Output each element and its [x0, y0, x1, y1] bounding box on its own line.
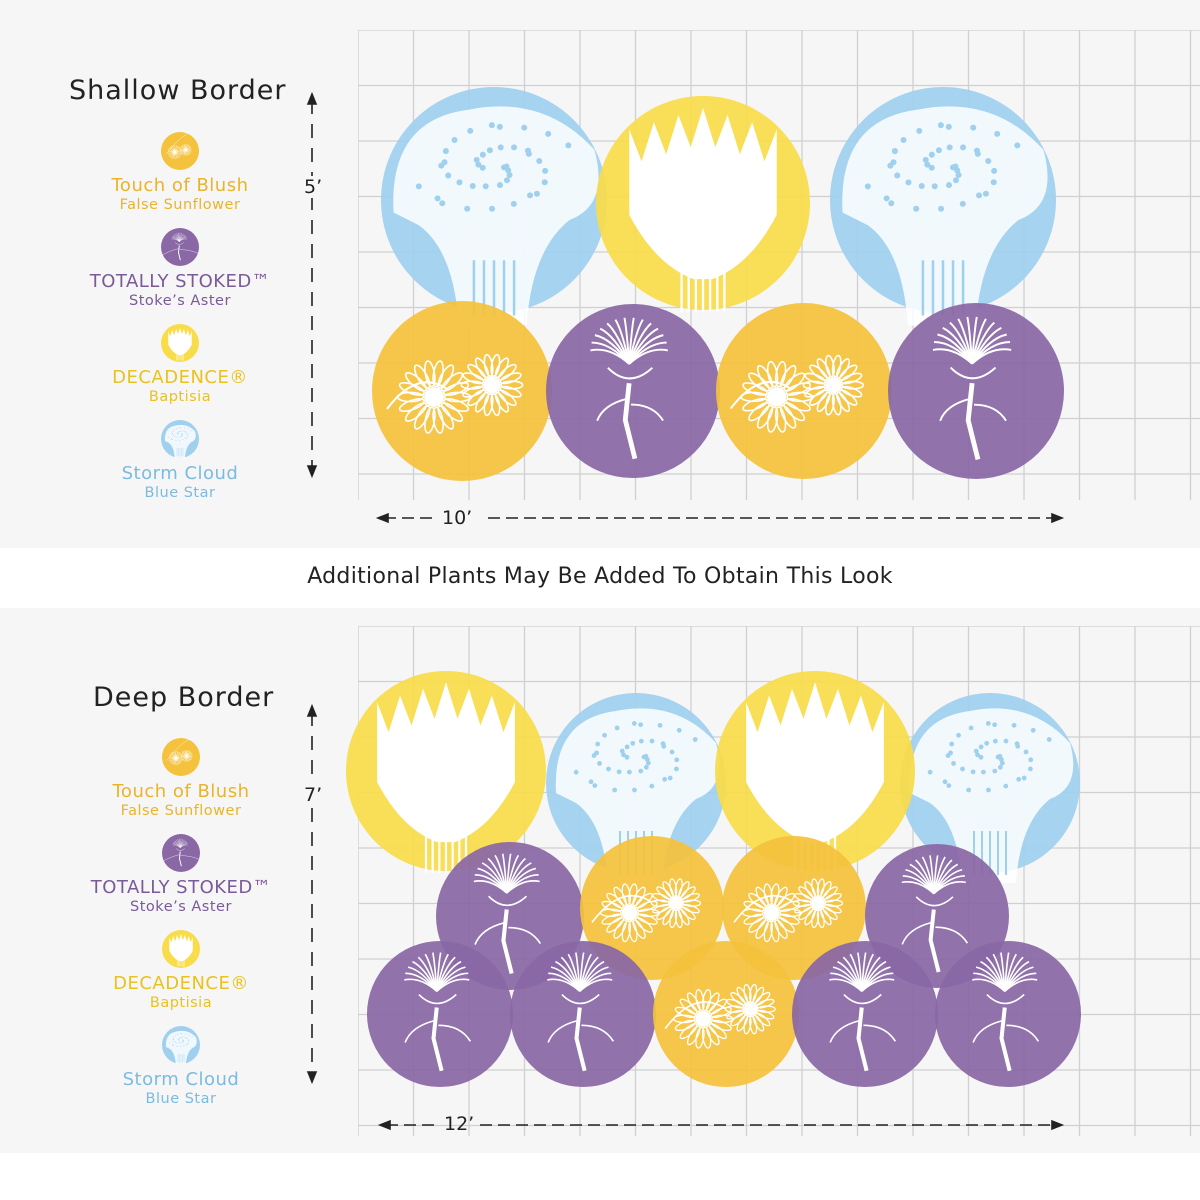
- shallow-width-label: 10’: [442, 507, 473, 529]
- additional-plants-note: Additional Plants May Be Added To Obtain…: [307, 564, 893, 589]
- aster-plant: [935, 941, 1081, 1087]
- legend-plant-name: DECADENCE®: [112, 367, 248, 388]
- legend-plant-type: Blue Star: [144, 485, 216, 501]
- aster-plant: [546, 304, 720, 478]
- bluestar-icon: [161, 420, 199, 458]
- sunflower-icon: [161, 132, 199, 170]
- shallow-legend-item: Touch of Blush False Sunflower: [70, 132, 290, 214]
- aster-plant: [510, 941, 656, 1087]
- shallow-border-title: Shallow Border: [69, 75, 287, 106]
- legend-plant-type: False Sunflower: [120, 803, 242, 819]
- baptisia-plant: [596, 96, 810, 313]
- sunflower-plant: [722, 836, 866, 980]
- shallow-width-dimension: [375, 512, 1065, 524]
- legend-plant-name: Touch of Blush: [111, 175, 249, 196]
- deep-legend-item: Storm Cloud Blue Star: [71, 1026, 291, 1108]
- legend-plant-type: Baptisia: [148, 389, 212, 405]
- deep-legend-item: DECADENCE® Baptisia: [71, 930, 291, 1012]
- deep-border-panel: Deep Border 7’ 12’ Touch of Blush False S…: [0, 608, 1200, 1153]
- shallow-planting-plan: [306, 87, 1065, 524]
- shallow-legend: Touch of Blush False Sunflower TOTALLY STO…: [70, 132, 290, 516]
- aster-plant: [367, 941, 513, 1087]
- legend-plant-name: Storm Cloud: [121, 463, 239, 484]
- shallow-legend-item: DECADENCE® Baptisia: [70, 324, 290, 406]
- deep-planting-plan: [306, 671, 1081, 1131]
- sunflower-plant: [372, 301, 552, 481]
- deep-border-title: Deep Border: [93, 682, 275, 713]
- shallow-legend-item: Storm Cloud Blue Star: [70, 420, 290, 502]
- aster-icon: [161, 228, 199, 266]
- deep-legend-item: Touch of Blush False Sunflower: [71, 738, 291, 820]
- bluestar-plant: [830, 87, 1056, 326]
- shallow-legend-item: TOTALLY STOKED™ Stoke’s Aster: [70, 228, 290, 310]
- baptisia-icon: [161, 324, 199, 362]
- deep-legend-item: TOTALLY STOKED™ Stoke’s Aster: [71, 834, 291, 916]
- sunflower-plant: [580, 836, 724, 980]
- baptisia-plant: [346, 671, 546, 874]
- legend-plant-name: Touch of Blush: [112, 781, 250, 802]
- legend-plant-type: False Sunflower: [119, 197, 241, 213]
- shallow-border-panel: Shallow Border 5’ 10’ Touch of Blush Fals…: [0, 0, 1200, 548]
- legend-plant-type: Stoke’s Aster: [130, 899, 232, 915]
- bluestar-plant: [381, 87, 607, 326]
- legend-plant-name: DECADENCE®: [113, 973, 249, 994]
- aster-plant: [792, 941, 938, 1087]
- sunflower-icon: [162, 738, 200, 776]
- deep-height-label: 7’: [302, 784, 325, 806]
- legend-plant-name: TOTALLY STOKED™: [89, 271, 271, 292]
- aster-plant: [888, 303, 1064, 479]
- shallow-height-dimension: [306, 91, 318, 479]
- legend-plant-name: Storm Cloud: [122, 1069, 240, 1090]
- bluestar-icon: [162, 1026, 200, 1064]
- bluestar-plant: [900, 693, 1080, 883]
- deep-legend: Touch of Blush False Sunflower TOTALLY STO…: [71, 738, 291, 1122]
- legend-plant-name: TOTALLY STOKED™: [90, 877, 272, 898]
- legend-plant-type: Stoke’s Aster: [129, 293, 231, 309]
- shallow-height-label: 5’: [302, 176, 325, 198]
- legend-plant-type: Blue Star: [145, 1091, 217, 1107]
- baptisia-icon: [162, 930, 200, 968]
- deep-height-dimension: [306, 703, 318, 1085]
- deep-width-label: 12’: [444, 1113, 475, 1135]
- sunflower-plant: [716, 303, 892, 479]
- sunflower-plant: [653, 941, 799, 1087]
- legend-plant-type: Baptisia: [149, 995, 213, 1011]
- bluestar-plant: [546, 693, 726, 883]
- aster-icon: [162, 834, 200, 872]
- deep-width-dimension: [377, 1119, 1065, 1131]
